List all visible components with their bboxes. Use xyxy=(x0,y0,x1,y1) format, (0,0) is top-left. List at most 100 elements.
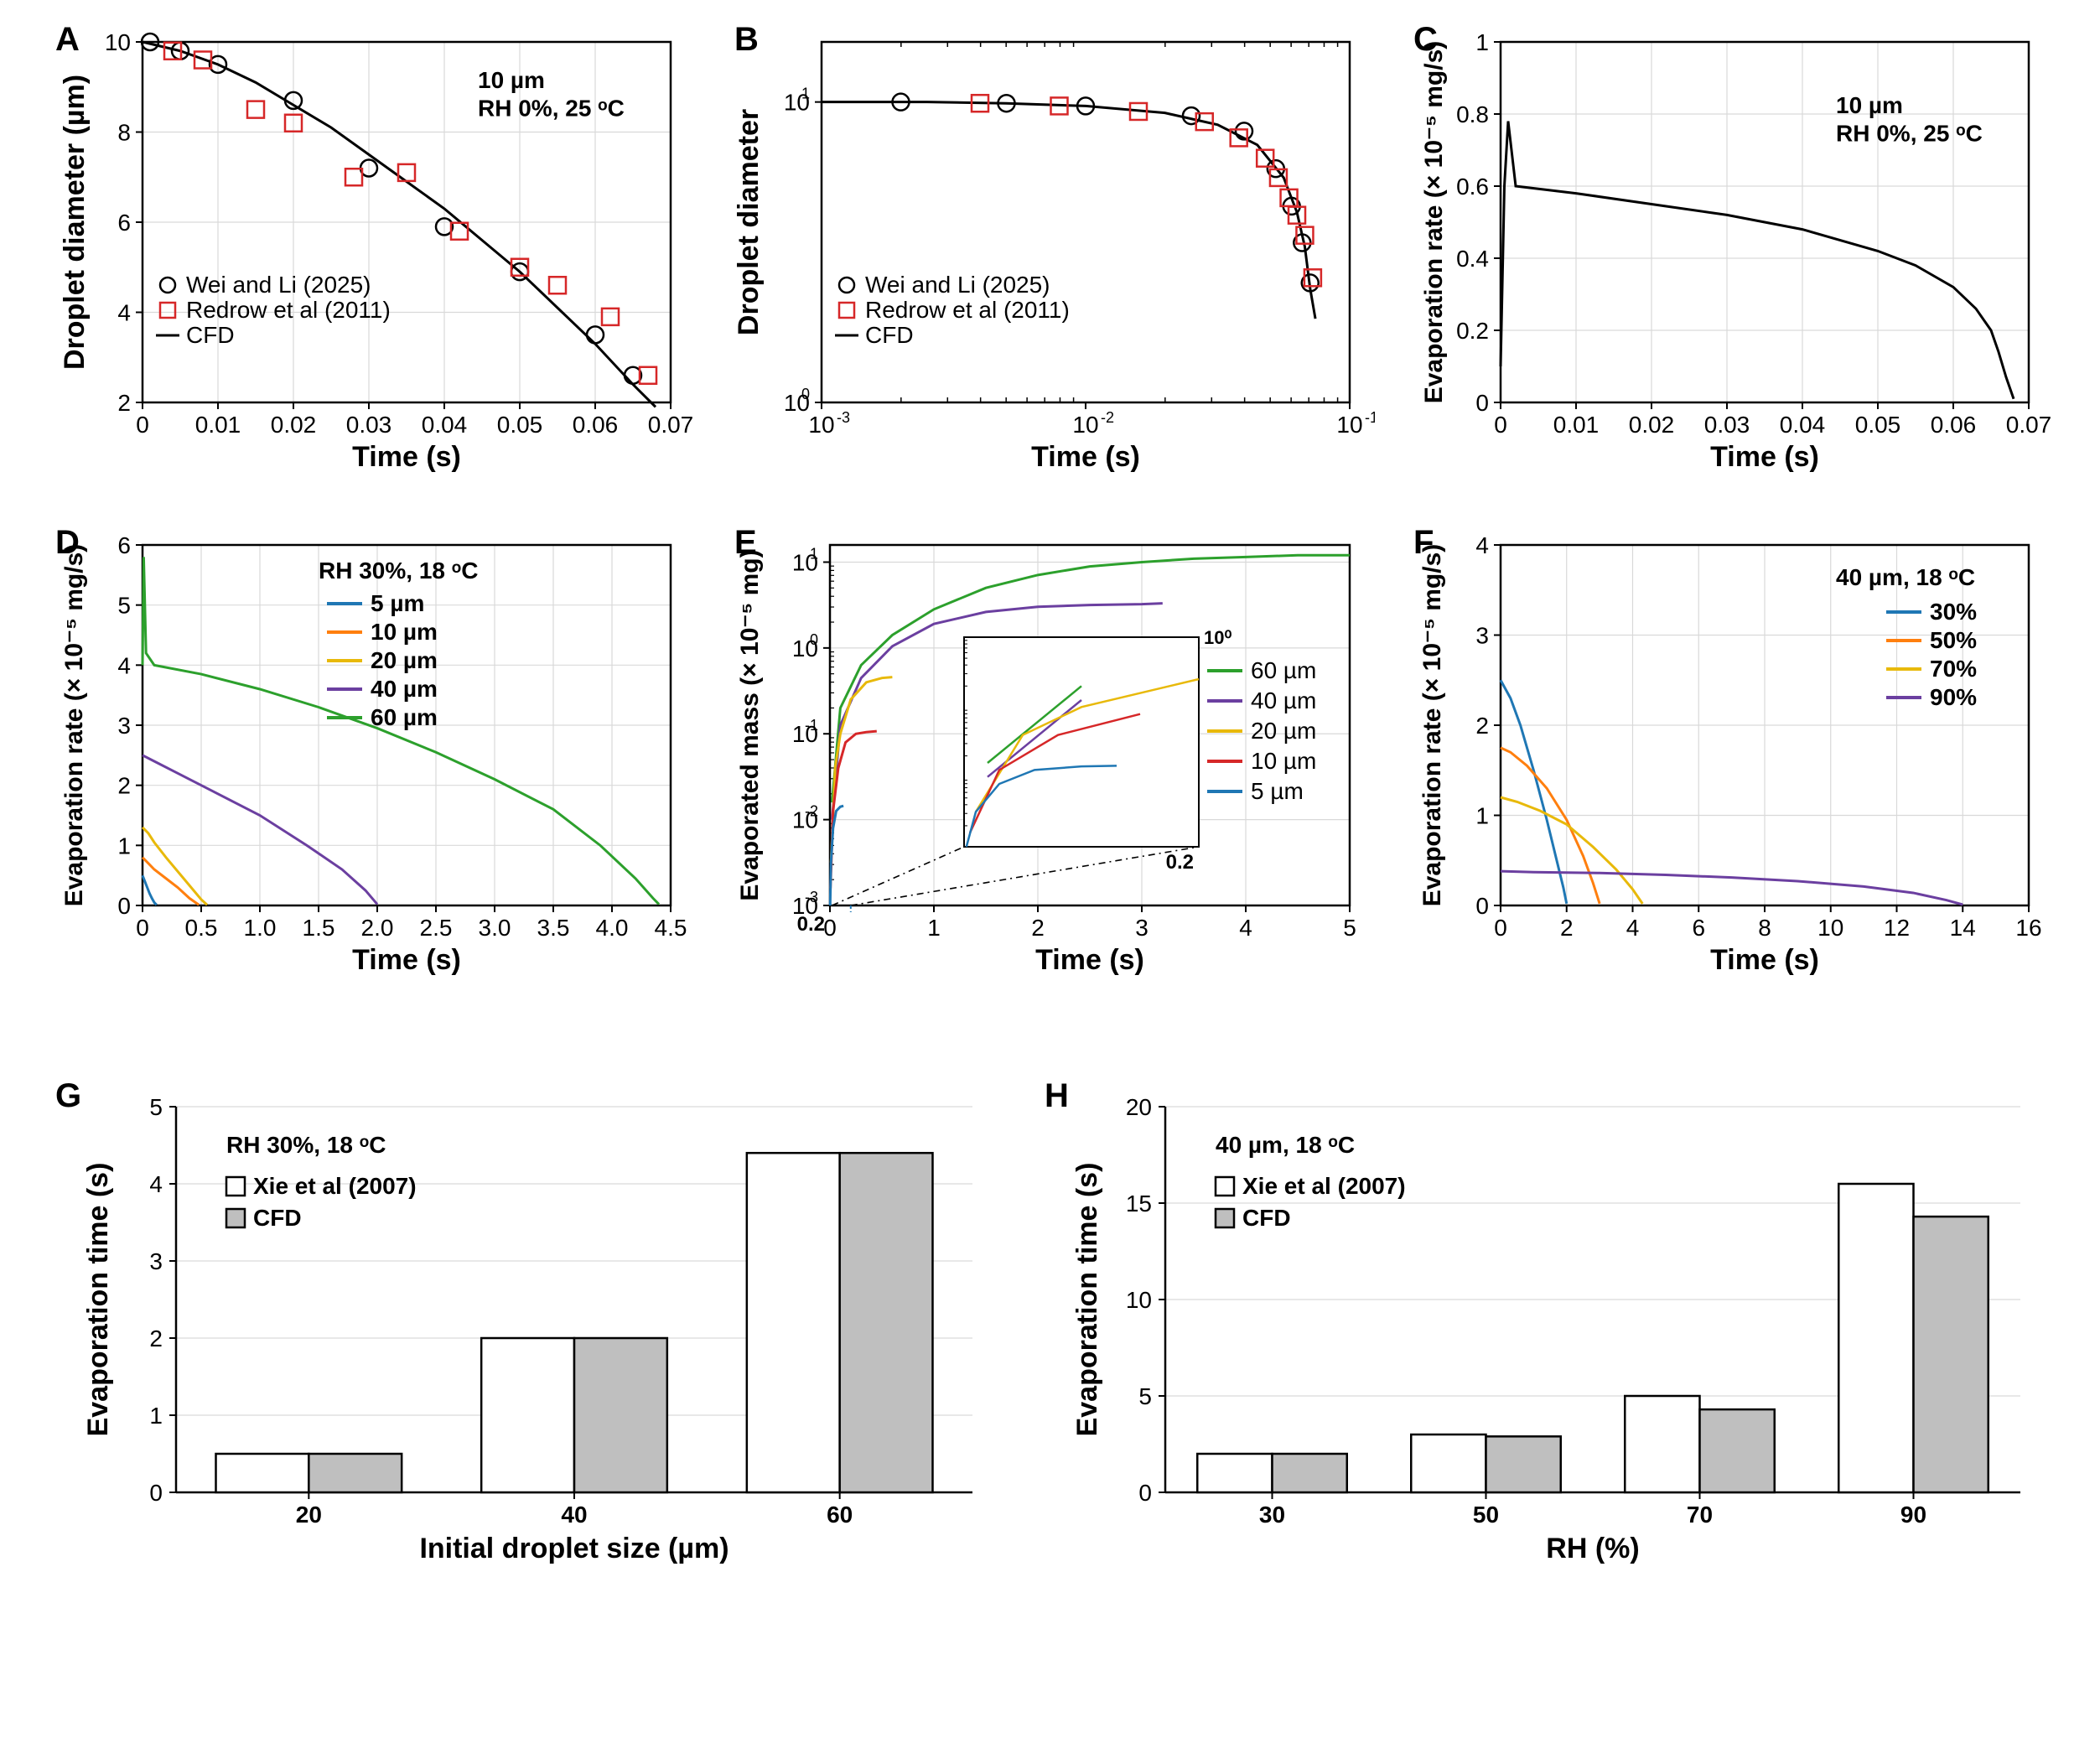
svg-text:0.6: 0.6 xyxy=(1456,174,1489,200)
svg-text:Redrow et al (2011): Redrow et al (2011) xyxy=(186,297,391,323)
svg-text:2.0: 2.0 xyxy=(361,915,394,941)
svg-text:1.0: 1.0 xyxy=(244,915,277,941)
svg-text:CFD: CFD xyxy=(253,1205,302,1231)
svg-text:10: 10 xyxy=(105,29,131,55)
svg-text:-2: -2 xyxy=(805,803,818,820)
svg-text:14: 14 xyxy=(1950,915,1976,941)
svg-text:10: 10 xyxy=(1072,412,1098,438)
svg-text:5: 5 xyxy=(117,593,131,619)
svg-text:2: 2 xyxy=(149,1326,163,1351)
panel-G: G012345204060Initial droplet size (µm)Ev… xyxy=(50,1073,998,1576)
svg-text:Time (s): Time (s) xyxy=(352,944,461,976)
svg-text:0.06: 0.06 xyxy=(573,412,619,438)
svg-text:3.5: 3.5 xyxy=(537,915,570,941)
svg-text:RH 30%, 18 ᵒC: RH 30%, 18 ᵒC xyxy=(319,558,478,584)
svg-text:Time (s): Time (s) xyxy=(1031,441,1140,473)
svg-text:0: 0 xyxy=(1475,893,1489,919)
svg-text:0: 0 xyxy=(1494,412,1507,438)
svg-text:4: 4 xyxy=(1239,915,1252,941)
svg-text:Wei and Li (2025): Wei and Li (2025) xyxy=(186,272,371,298)
svg-text:Evaporated mass (× 10⁻⁵ mg): Evaporated mass (× 10⁻⁵ mg) xyxy=(736,549,764,900)
svg-text:Evaporation time (s): Evaporation time (s) xyxy=(1071,1163,1103,1437)
svg-text:0: 0 xyxy=(149,1480,163,1506)
svg-text:-1: -1 xyxy=(805,717,818,734)
svg-text:0: 0 xyxy=(136,915,149,941)
svg-text:0.03: 0.03 xyxy=(1704,412,1750,438)
svg-text:0.2: 0.2 xyxy=(1456,318,1489,344)
svg-text:0: 0 xyxy=(117,893,131,919)
svg-text:1: 1 xyxy=(117,833,131,859)
svg-text:Xie et al (2007): Xie et al (2007) xyxy=(1242,1173,1406,1199)
svg-text:3: 3 xyxy=(1135,915,1149,941)
svg-text:1: 1 xyxy=(927,915,941,941)
svg-text:CFD: CFD xyxy=(1242,1205,1291,1231)
svg-text:60 µm: 60 µm xyxy=(371,704,438,730)
svg-text:0.06: 0.06 xyxy=(1931,412,1977,438)
svg-text:10: 10 xyxy=(1336,412,1362,438)
svg-text:10 µmRH 0%, 25 ᵒC: 10 µmRH 0%, 25 ᵒC xyxy=(478,67,625,122)
svg-text:0.05: 0.05 xyxy=(497,412,543,438)
svg-text:20 µm: 20 µm xyxy=(371,647,438,673)
svg-text:1.5: 1.5 xyxy=(303,915,335,941)
svg-text:Time (s): Time (s) xyxy=(1710,441,1819,473)
svg-text:G: G xyxy=(55,1077,81,1114)
svg-text:2: 2 xyxy=(1031,915,1045,941)
panel-E: E01234510-310-210-1100101Time (s)Evapora… xyxy=(729,520,1375,989)
svg-text:3: 3 xyxy=(117,713,131,739)
svg-text:0: 0 xyxy=(823,915,837,941)
svg-text:40 µm, 18 ᵒC: 40 µm, 18 ᵒC xyxy=(1836,564,1975,590)
svg-text:5: 5 xyxy=(1138,1383,1152,1409)
panel-A: A00.010.020.030.040.050.060.07246810Time… xyxy=(50,17,696,486)
svg-text:10: 10 xyxy=(1126,1287,1152,1313)
panel-C: C00.010.020.030.040.050.060.0700.20.40.6… xyxy=(1408,17,2054,486)
svg-text:5 µm: 5 µm xyxy=(1251,778,1304,804)
svg-text:CFD: CFD xyxy=(865,322,914,348)
svg-text:4: 4 xyxy=(149,1171,163,1197)
svg-text:0.04: 0.04 xyxy=(422,412,468,438)
svg-text:8: 8 xyxy=(117,120,131,146)
svg-text:4: 4 xyxy=(1475,532,1489,558)
svg-text:Droplet diameter: Droplet diameter xyxy=(733,109,765,335)
svg-text:90%: 90% xyxy=(1930,684,1977,710)
svg-text:Redrow et al (2011): Redrow et al (2011) xyxy=(865,297,1070,323)
svg-text:15: 15 xyxy=(1126,1191,1152,1217)
svg-text:0.5: 0.5 xyxy=(185,915,218,941)
svg-text:B: B xyxy=(734,21,759,58)
svg-text:Time (s): Time (s) xyxy=(1035,944,1144,976)
svg-text:1: 1 xyxy=(1475,29,1489,55)
svg-text:0: 0 xyxy=(1494,915,1507,941)
svg-text:4.0: 4.0 xyxy=(596,915,629,941)
svg-text:16: 16 xyxy=(2015,915,2041,941)
svg-text:0: 0 xyxy=(1138,1480,1152,1506)
svg-text:Evaporation rate (× 10⁻⁵ mg/s): Evaporation rate (× 10⁻⁵ mg/s) xyxy=(1418,544,1446,907)
svg-text:-1: -1 xyxy=(1365,409,1375,426)
panel-H: H0510152030507090RH (%)Evaporation time … xyxy=(1040,1073,2046,1576)
panel-F: F024681012141601234Time (s)Evaporation r… xyxy=(1408,520,2054,989)
svg-text:0.07: 0.07 xyxy=(2006,412,2052,438)
svg-text:20: 20 xyxy=(296,1502,322,1528)
svg-text:2: 2 xyxy=(117,773,131,799)
svg-text:10 µmRH 0%, 25 ᵒC: 10 µmRH 0%, 25 ᵒC xyxy=(1836,92,1983,147)
svg-text:12: 12 xyxy=(1884,915,1910,941)
svg-text:-3: -3 xyxy=(837,409,850,426)
svg-text:10: 10 xyxy=(808,412,834,438)
svg-text:6: 6 xyxy=(1692,915,1705,941)
svg-text:-2: -2 xyxy=(1101,409,1114,426)
svg-text:0.03: 0.03 xyxy=(346,412,392,438)
svg-text:A: A xyxy=(55,21,80,58)
svg-text:5 µm: 5 µm xyxy=(371,590,424,616)
svg-text:RH (%): RH (%) xyxy=(1546,1533,1639,1564)
svg-text:0: 0 xyxy=(810,631,818,648)
svg-text:10 µm: 10 µm xyxy=(371,619,438,645)
svg-text:Initial droplet size (µm): Initial droplet size (µm) xyxy=(419,1533,729,1564)
svg-text:10: 10 xyxy=(1817,915,1843,941)
svg-text:0.02: 0.02 xyxy=(271,412,317,438)
svg-text:10 µm: 10 µm xyxy=(1251,748,1316,774)
svg-text:Time (s): Time (s) xyxy=(352,441,461,473)
svg-text:3: 3 xyxy=(149,1248,163,1274)
svg-text:0.2: 0.2 xyxy=(797,913,825,936)
svg-text:6: 6 xyxy=(117,532,131,558)
svg-text:0.01: 0.01 xyxy=(195,412,241,438)
svg-text:10⁰: 10⁰ xyxy=(1204,627,1231,648)
svg-text:Evaporation rate (× 10⁻⁵ mg/s): Evaporation rate (× 10⁻⁵ mg/s) xyxy=(1420,41,1448,404)
